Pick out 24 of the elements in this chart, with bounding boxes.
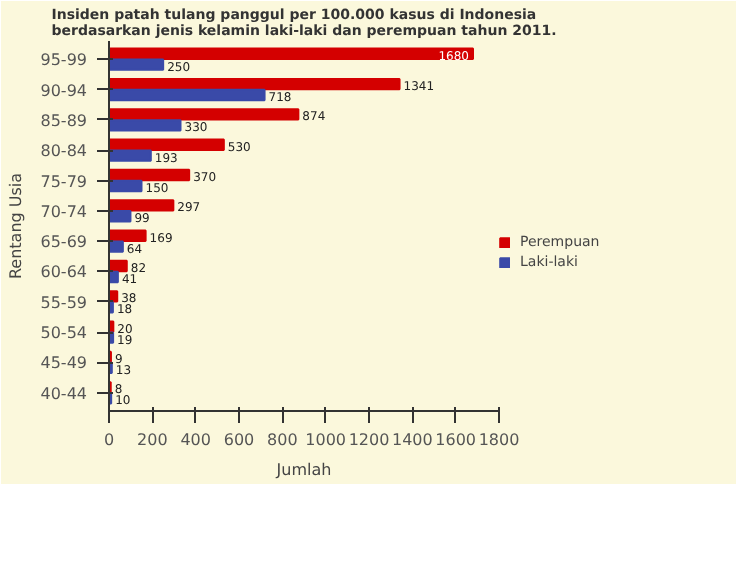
y-tick-label: 40-44: [40, 384, 88, 403]
x-tick-label: 1600: [435, 431, 477, 449]
x-tick-label: 1200: [348, 431, 390, 449]
x-tick-label: 800: [267, 431, 298, 449]
y-tick-label: 90-94: [40, 81, 88, 100]
x-tick-label: 0: [103, 431, 115, 449]
y-tick-label: 60-64: [40, 263, 88, 282]
y-tick-label: 80-84: [40, 142, 88, 161]
y-tick-label: 85-89: [40, 111, 88, 130]
y-axis-title: Rentang Usia: [6, 172, 25, 280]
x-tick-label: 600: [223, 431, 255, 449]
x-tick-label: 200: [137, 431, 168, 449]
y-tick-label: 45-49: [40, 354, 88, 373]
x-tick-label: 400: [180, 431, 211, 449]
x-axis-title: Jumlah: [274, 461, 332, 479]
y-tick-label: 70-74: [40, 202, 88, 221]
y-tick-label: 50-54: [40, 324, 88, 343]
x-tick-label: 1800: [478, 431, 520, 449]
y-tick-label: 75-79: [40, 172, 88, 191]
x-tick-label: 1400: [391, 431, 433, 449]
y-tick-label: 65-69: [40, 233, 88, 252]
y-tick-label: 95-99: [40, 51, 88, 70]
x-tick-label: 1000: [305, 431, 347, 449]
y-tick-label: 55-59: [40, 293, 88, 312]
